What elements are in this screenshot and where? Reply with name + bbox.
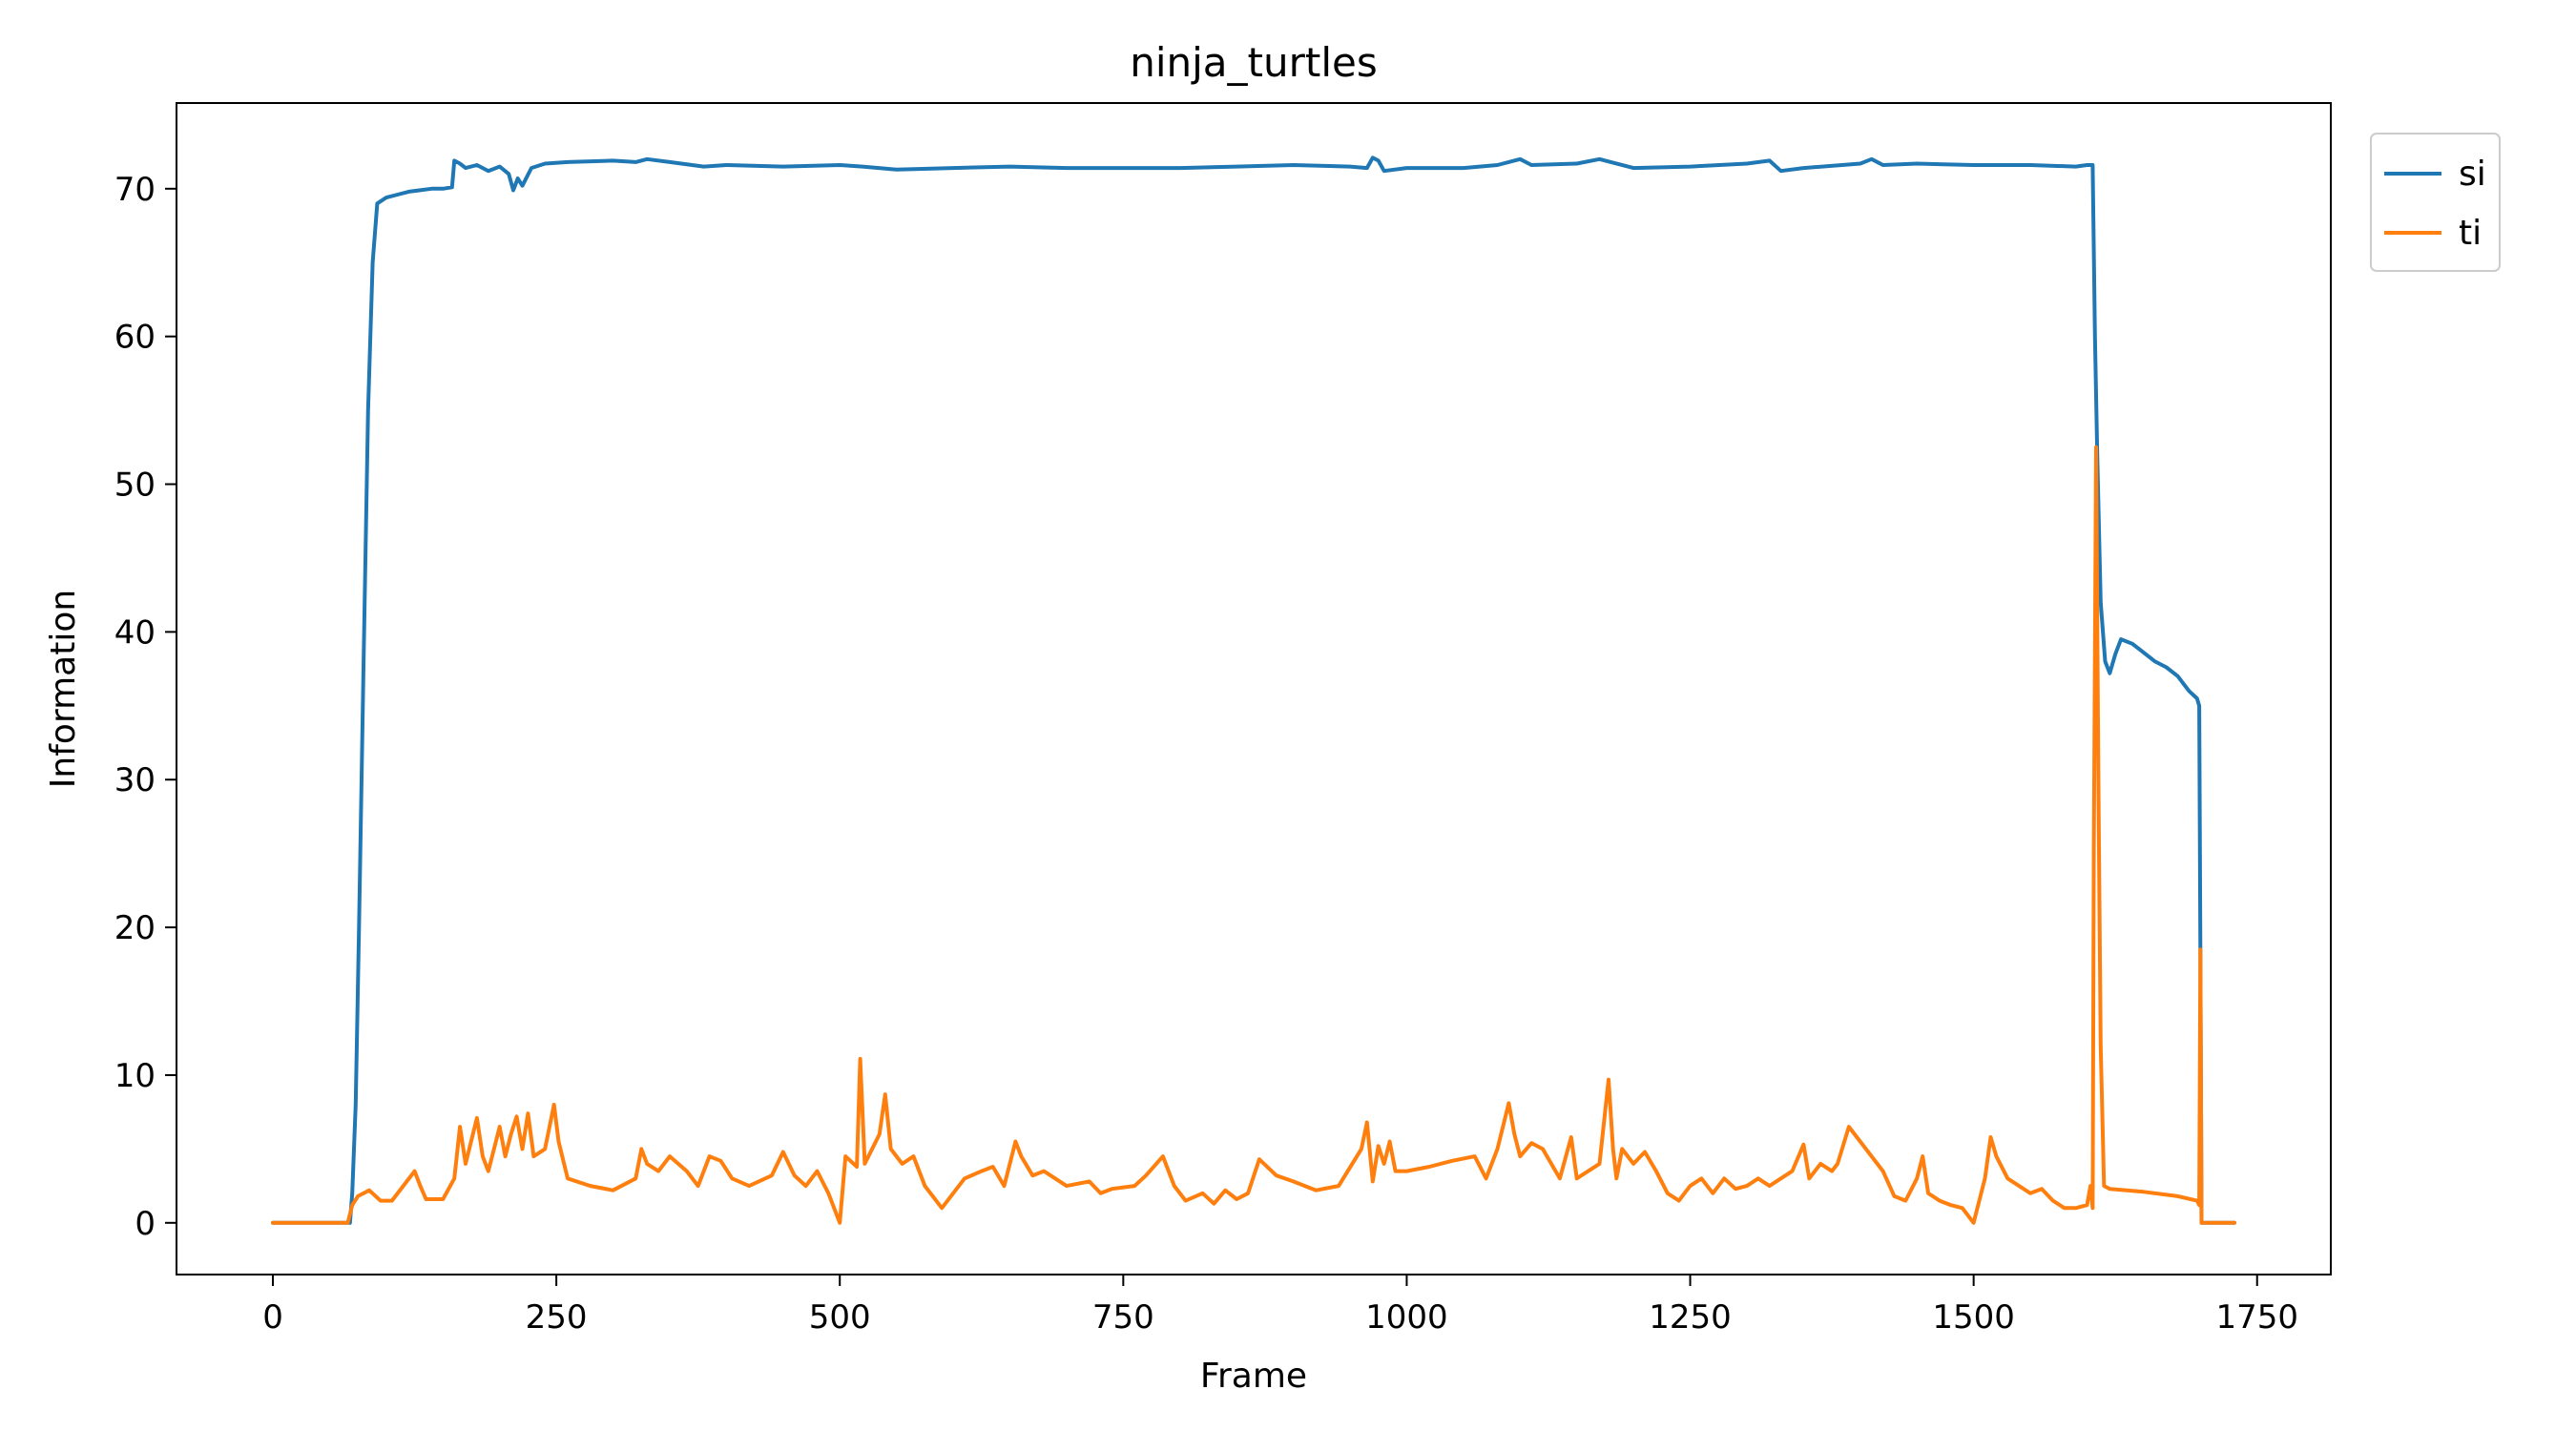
x-tick-label: 500 [809,1298,871,1337]
y-tick-label: 40 [114,613,156,652]
legend-label-si: si [2459,155,2486,194]
y-tick-label: 60 [114,319,156,357]
series-layer [271,156,2236,1225]
legend: si ti [2370,133,2501,272]
plot-area [176,102,2332,1275]
x-tick-label: 1750 [2215,1298,2298,1337]
x-tick-label: 1500 [1932,1298,2015,1337]
y-tick-label: 50 [114,467,156,505]
legend-label-ti: ti [2459,214,2482,253]
chart-title: ninja_turtles [1130,39,1378,86]
y-tick-label: 20 [114,909,156,947]
x-axis-label: Frame [1200,1357,1307,1396]
x-tick-label: 250 [526,1298,588,1337]
y-tick-label: 0 [135,1205,156,1243]
y-tick-label: 10 [114,1057,156,1095]
x-tick-label: 1250 [1649,1298,1732,1337]
x-axis: 0 250 500 750 1000 1250 1500 1750 [262,1275,2298,1337]
x-tick-label: 0 [262,1298,283,1337]
y-axis: 0 10 20 30 40 50 60 70 [114,171,177,1243]
x-tick-label: 750 [1092,1298,1154,1337]
series-line-ti [271,445,2236,1225]
plot-frame [176,102,2332,1275]
y-axis-label: Information [44,590,83,788]
series-line-si [271,156,2236,1225]
y-tick-label: 70 [114,171,156,209]
legend-box [2370,133,2501,272]
x-tick-label: 1000 [1365,1298,1448,1337]
y-tick-label: 30 [114,761,156,799]
